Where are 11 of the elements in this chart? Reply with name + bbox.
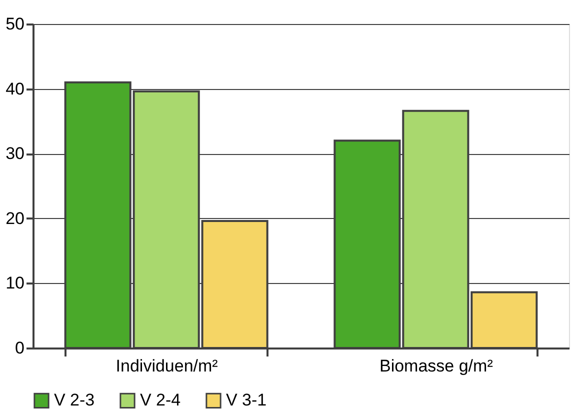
y-tick-label: 50 [6,14,24,34]
y-tick-label: 10 [6,274,24,293]
y-tick-label: 20 [6,208,24,228]
legend-label: V 2-4 [140,390,181,410]
x-tick-label: Biomasse g/m² [379,356,494,376]
legend-label: V 2-3 [54,390,95,410]
y-tick-label: 30 [6,144,24,164]
y-tick-label: 0 [15,338,24,358]
legend-label: V 3-1 [226,390,267,410]
y-tick-label: 40 [6,79,24,98]
x-tick-label: Individuen/m² [116,356,218,376]
